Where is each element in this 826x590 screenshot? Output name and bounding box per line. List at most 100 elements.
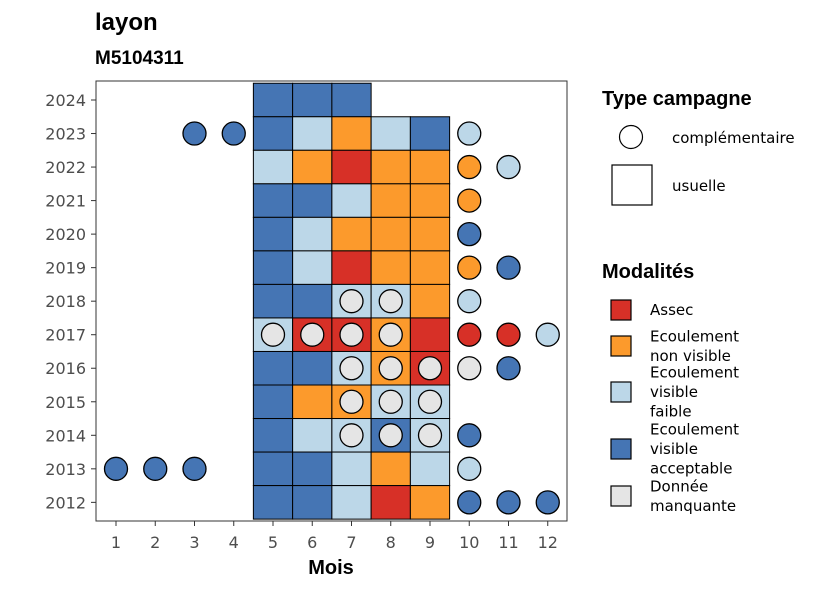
tile-2024-7 [331,82,372,118]
y-tick-label: 2012 [45,493,86,512]
legend-key-vf [610,381,632,403]
point-2017-6 [300,322,325,347]
legend-label-va: Ecoulement [650,421,739,439]
point-2022-10 [457,154,482,180]
x-tick-label: 2 [150,533,160,552]
point-2015-7 [339,389,364,414]
point-2016-10 [457,356,482,381]
legend-shape: Type campagne complémentaire usuelle [602,88,795,206]
x-tick-label: 11 [498,533,518,552]
x-tick-label: 9 [425,533,435,552]
tile-2012-7 [331,485,372,520]
tile-2013-9 [409,451,451,487]
tile-2021-8 [370,183,411,218]
point-2023-4 [221,121,246,146]
point-2023-10 [457,121,482,146]
y-tick-label: 2021 [45,192,86,211]
tile-2015-5 [252,384,294,420]
x-tick-label: 1 [111,533,121,552]
point-2017-11 [496,322,521,347]
legend-shape-label-complementaire: complémentaire [672,129,795,147]
tile-2019-7 [331,250,372,285]
y-tick-label: 2016 [45,359,86,378]
point-2015-8 [378,389,403,414]
point-2016-9 [417,356,443,381]
legend-key-nv [610,335,632,357]
point-2019-10 [457,255,482,280]
point-2016-8 [378,356,403,381]
x-tick-label: 8 [386,533,396,552]
legend-color-title: Modalités [602,261,694,283]
tile-2020-7 [331,216,372,252]
tile-2020-8 [370,216,411,252]
legend-label-nv: Ecoulement [650,327,739,345]
tile-2020-5 [252,216,294,252]
tile-2019-6 [292,250,333,285]
point-2015-9 [417,389,443,414]
point-2012-11 [496,490,521,515]
tile-2018-5 [252,283,294,319]
tile-2018-9 [409,283,451,319]
y-tick-label: 2020 [45,225,86,244]
y-tick-label: 2023 [45,125,86,144]
legend-shape-title: Type campagne [602,88,752,110]
x-tick-label: 7 [346,533,356,552]
legend-key-assec [610,299,632,321]
legend-label-va: acceptable [650,460,732,478]
point-2013-10 [457,456,482,481]
y-tick-label: 2017 [45,326,86,345]
point-2017-7 [339,322,364,347]
tile-2024-6 [292,82,333,118]
tile-2016-6 [292,350,333,386]
tile-2013-5 [252,451,294,487]
tile-2013-6 [292,451,333,487]
tile-2024-5 [252,82,294,118]
x-tick-label: 10 [459,533,479,552]
point-2016-11 [496,356,521,381]
tile-2022-9 [409,149,451,185]
tile-2022-7 [331,149,372,185]
tile-2012-6 [292,485,333,520]
point-2017-12 [535,322,560,347]
point-2013-3 [182,456,207,481]
tile-2017-9 [409,317,451,352]
y-tick-label: 2018 [45,292,86,311]
legend-square-key [611,164,653,206]
tile-2023-5 [252,116,294,151]
point-2017-8 [378,322,403,347]
point-2017-10 [457,322,482,347]
legend-label-vf: visible [650,383,698,401]
legend-label-assec: Assec [650,301,693,319]
chart-subtitle: M5104311 [95,48,184,69]
chart-title: layon [95,9,158,36]
tile-2019-5 [252,250,294,285]
tile-2013-8 [370,451,411,487]
legend-key-va [610,438,632,460]
legend-label-vf: faible [650,403,692,421]
tile-2013-7 [331,451,372,487]
x-tick-label: 5 [268,533,278,552]
point-2022-11 [496,154,521,180]
point-2018-10 [457,289,482,314]
tile-2012-8 [370,485,411,520]
legend-label-dm: manquante [650,497,736,515]
y-tick-label: 2019 [45,259,86,278]
point-2014-9 [417,423,443,448]
y-tick-label: 2013 [45,460,86,479]
point-2016-7 [339,356,364,381]
tile-2015-6 [292,384,333,420]
tile-2021-9 [409,183,451,218]
point-2014-7 [339,423,364,448]
legend-key-dm [610,485,632,507]
tile-2020-9 [409,216,451,252]
legend-shape-label-usuelle: usuelle [672,177,726,195]
tile-2022-8 [370,149,411,185]
tile-2022-5 [252,149,294,185]
legend-label-va: visible [650,440,698,458]
legend-label-nv: non visible [650,347,731,365]
legend-color: Modalités Assec Ecoulement non visible Ecou… [602,261,739,515]
tile-2019-9 [409,250,451,285]
point-2017-5 [260,322,286,347]
y-tick-label: 2014 [45,426,86,445]
